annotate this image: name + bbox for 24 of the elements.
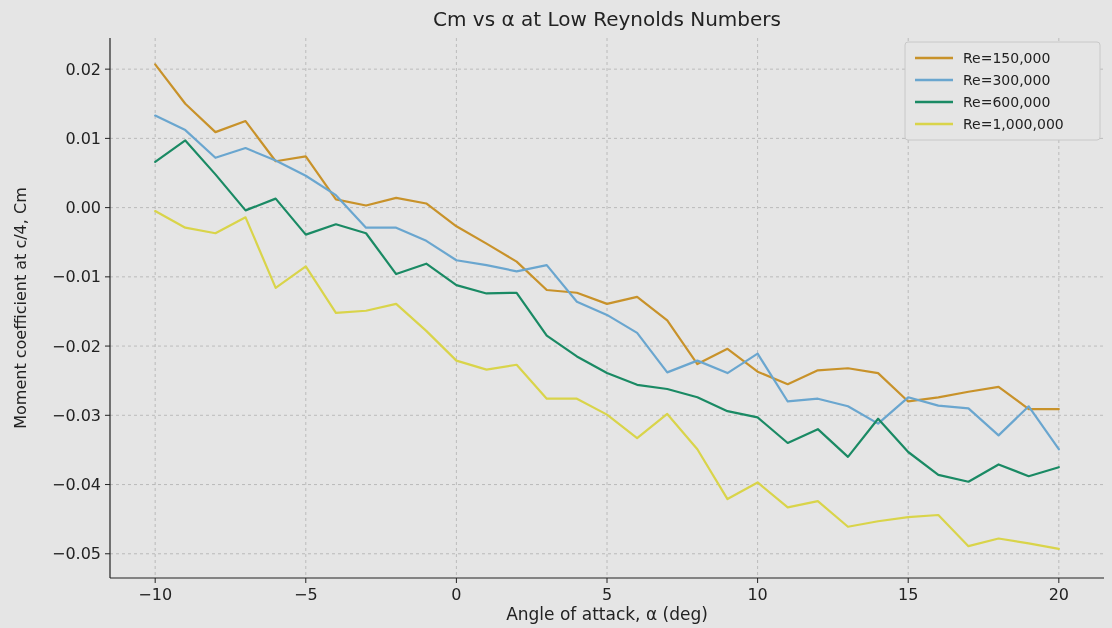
x-tick-label: 20 — [1048, 585, 1069, 604]
x-tick-label: −10 — [138, 585, 173, 604]
legend-label: Re=300,000 — [963, 71, 1051, 88]
line-series — [154, 209, 1060, 551]
x-tick-label: 10 — [747, 585, 768, 604]
y-tick-label: 0.01 — [65, 128, 101, 148]
x-tick-label: 15 — [898, 585, 919, 604]
chart-title: Cm vs α at Low Reynolds Numbers — [433, 7, 781, 31]
y-tick-label: −0.04 — [51, 475, 101, 495]
y-tick-label: −0.02 — [51, 336, 101, 356]
x-tick-label: 5 — [601, 585, 613, 604]
y-tick-label: −0.05 — [51, 544, 101, 564]
y-tick-label: −0.01 — [51, 267, 101, 287]
y-tick-label: 0.00 — [65, 198, 101, 218]
x-tick-label: −5 — [293, 585, 318, 604]
legend-label: Re=1,000,000 — [963, 115, 1064, 132]
x-tick-label: 0 — [451, 585, 462, 604]
line-series — [154, 139, 1060, 483]
legend-label: Re=150,000 — [963, 49, 1051, 66]
y-tick-label: 0.02 — [65, 59, 101, 79]
x-axis-title: Angle of attack, α (deg) — [506, 604, 708, 624]
y-tick-label: −0.03 — [51, 405, 101, 425]
legend-label: Re=600,000 — [963, 93, 1051, 110]
y-axis-title: Moment coefficient at c/4, Cm — [11, 187, 30, 429]
